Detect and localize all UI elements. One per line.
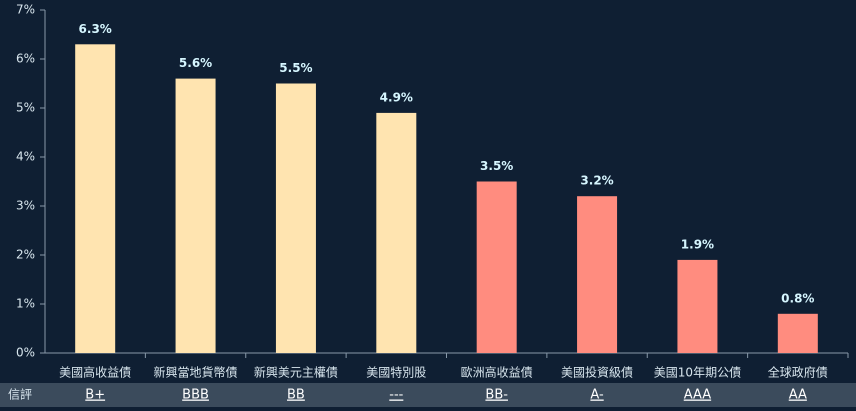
x-tick-label: 美國高收益債 [59,365,131,380]
x-tick-label: 歐洲高收益債 [461,365,533,380]
x-tick-label: 新興美元主權債 [254,365,338,380]
rating: B+ [85,388,105,403]
ratings-label: 信評 [8,387,32,402]
value-label: 1.9% [681,237,714,251]
bar [476,181,517,353]
value-label: 0.8% [781,291,814,305]
value-label: 3.5% [480,159,513,173]
y-tick-label: 1% [16,297,35,311]
value-label: 5.6% [179,56,212,70]
rating: A- [590,388,604,403]
x-tick-label: 全球政府債 [768,365,828,380]
y-tick-label: 3% [16,199,35,213]
bar [175,78,216,353]
rating: AAA [684,388,712,403]
y-tick-label: 5% [16,101,35,115]
bar [75,44,116,354]
y-tick-label: 6% [16,52,35,66]
bar [376,112,417,354]
bar [677,259,718,353]
y-tick-label: 0% [16,346,35,360]
rating: BB [287,388,305,403]
y-tick-label: 2% [16,248,35,262]
y-tick-label: 7% [16,3,35,17]
rating: AA [789,388,807,403]
bar [577,196,618,353]
x-tick-label: 美國10年期公債 [654,365,741,380]
value-label: 6.3% [79,22,112,36]
x-tick-label: 美國特別股 [366,365,426,380]
bar [777,313,818,353]
ratings-row [0,383,856,407]
x-tick-label: 美國投資級債 [561,365,633,380]
value-label: 4.9% [380,90,413,104]
x-tick-label: 新興當地貨幣債 [154,365,238,380]
rating: BBB [182,388,209,403]
value-label: 5.5% [279,61,312,75]
rating: --- [389,388,403,403]
y-tick-label: 4% [16,150,35,164]
value-label: 3.2% [580,174,613,188]
bar [275,83,316,353]
rating: BB- [485,388,508,403]
